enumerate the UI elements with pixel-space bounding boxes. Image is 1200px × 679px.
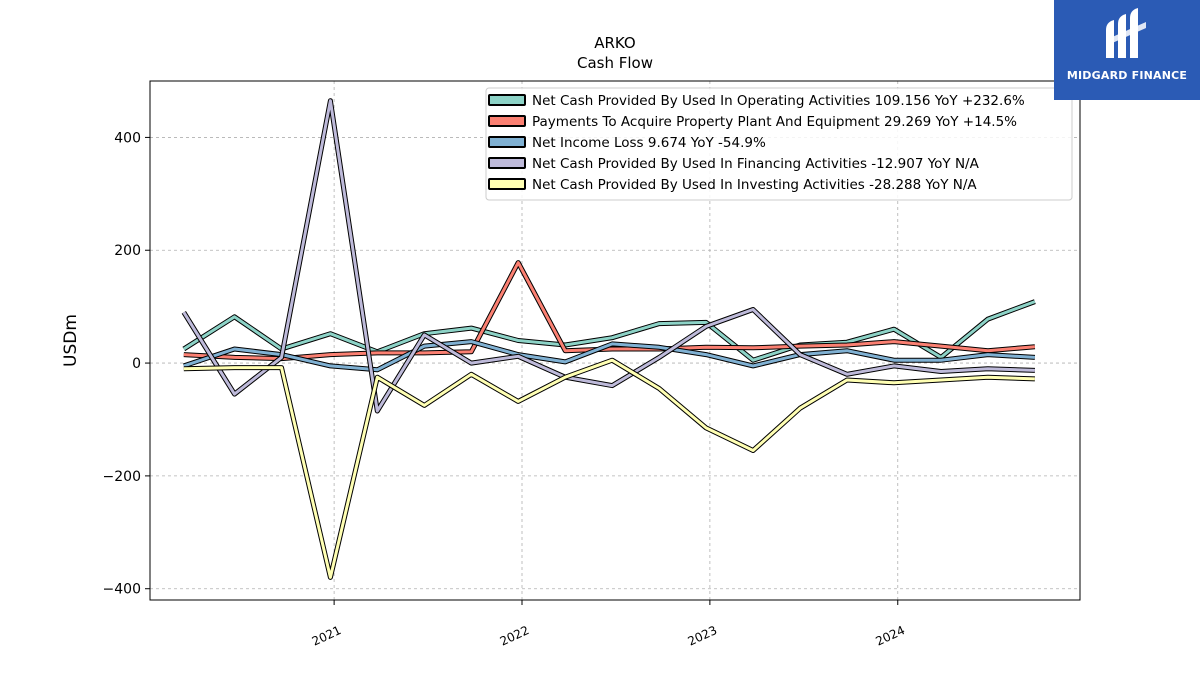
legend-label: Net Cash Provided By Used In Operating A… xyxy=(532,93,1025,109)
legend-swatch xyxy=(488,94,526,106)
legend: Net Cash Provided By Used In Operating A… xyxy=(485,87,1073,201)
series-line xyxy=(183,340,1035,372)
legend-swatch xyxy=(488,178,526,190)
y-tick-label: −400 xyxy=(103,582,141,598)
y-tick-label: 200 xyxy=(114,243,141,259)
x-tick-label: 2024 xyxy=(873,623,907,649)
series-line xyxy=(182,99,1035,413)
chart-title: ARKO xyxy=(594,34,636,52)
x-tick-label: 2022 xyxy=(498,623,532,649)
series-lines xyxy=(181,98,1036,580)
legend-swatch xyxy=(488,136,526,148)
x-tick-label: 2023 xyxy=(686,623,720,649)
series-line xyxy=(183,261,1036,361)
legend-label: Net Income Loss 9.674 YoY -54.9% xyxy=(532,135,766,151)
plot-frame xyxy=(149,80,1081,601)
legend-label: Net Cash Provided By Used In Investing A… xyxy=(532,177,977,193)
y-tick-label: 0 xyxy=(132,356,141,372)
legend-label: Net Cash Provided By Used In Financing A… xyxy=(532,156,980,172)
brand-logo: MIDGARD FINANCE xyxy=(1054,0,1200,100)
series-outline xyxy=(183,357,1035,580)
legend-swatch xyxy=(488,157,526,169)
chart-subtitle: Cash Flow xyxy=(577,54,653,72)
midgard-m-icon xyxy=(1106,8,1146,58)
brand-name: MIDGARD FINANCE xyxy=(1066,69,1188,82)
chart-text: ARKO Cash Flow USDm xyxy=(61,34,653,367)
legend-label: Payments To Acquire Property Plant And E… xyxy=(532,114,1017,130)
y-tick-label: 400 xyxy=(114,130,141,146)
legend-box xyxy=(485,87,1073,201)
x-tick-label: 2021 xyxy=(310,623,344,649)
series-line xyxy=(182,300,1036,362)
y-tick-label: −200 xyxy=(103,469,141,485)
series-line xyxy=(183,358,1035,579)
y-axis-label: USDm xyxy=(61,314,81,367)
legend-swatch xyxy=(488,115,526,127)
